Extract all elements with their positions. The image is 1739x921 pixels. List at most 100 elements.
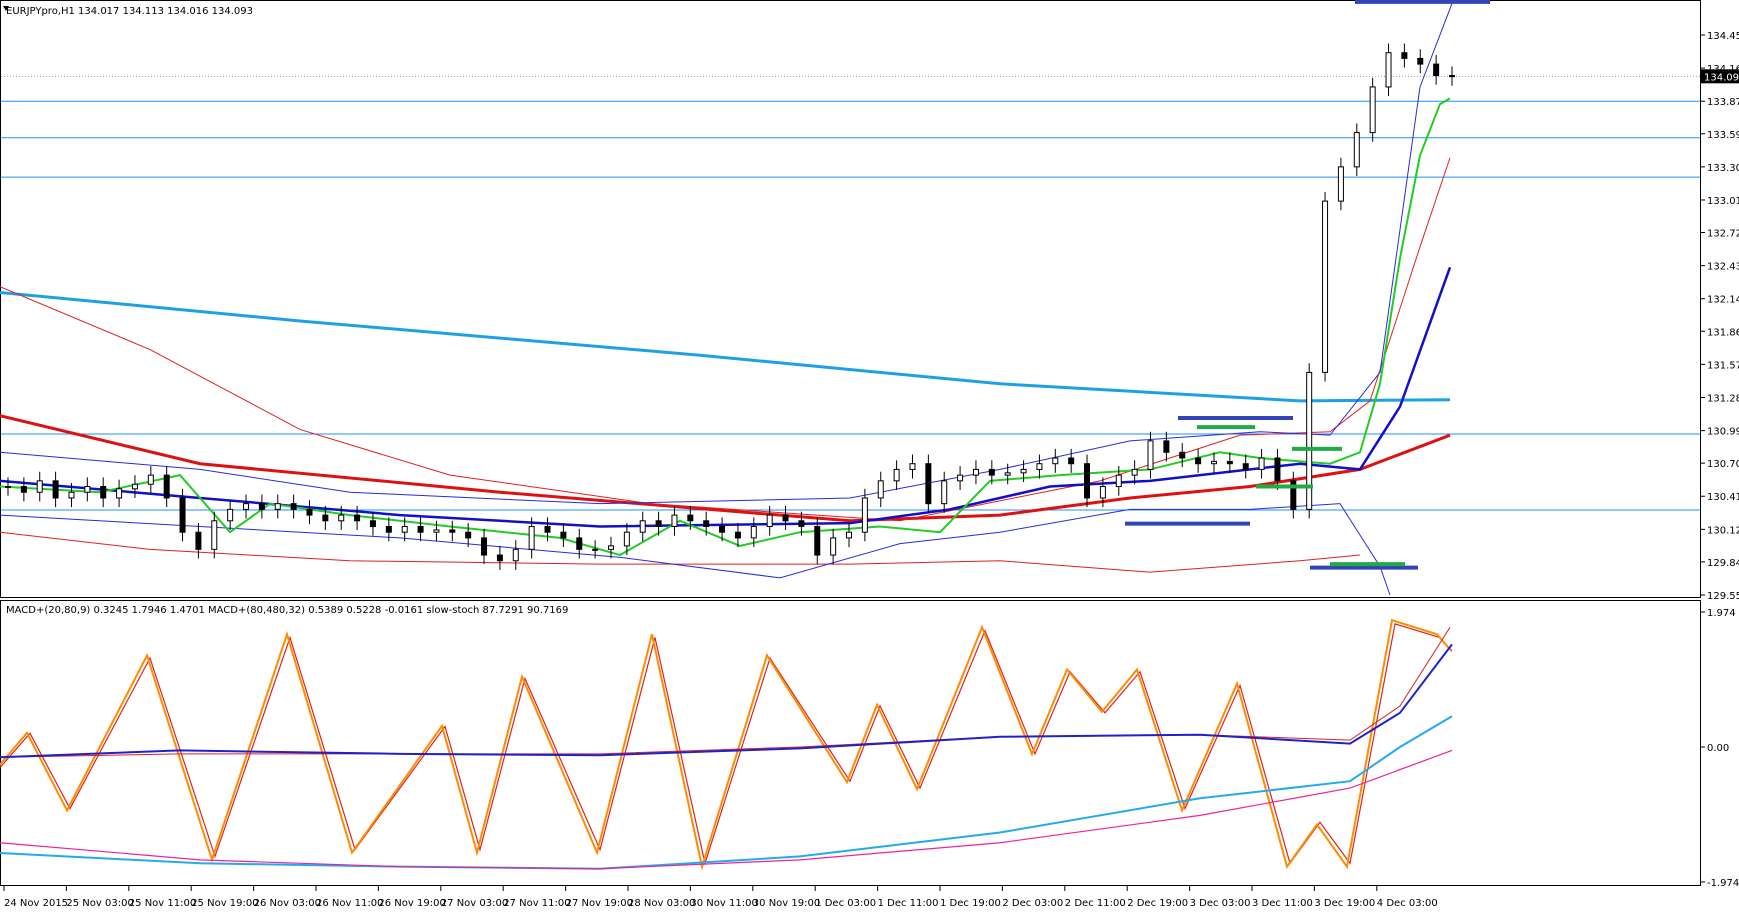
time-tick-label: 26 Nov 03:00 xyxy=(254,898,321,909)
candle-body xyxy=(1084,463,1091,499)
time-tick-label: 27 Nov 11:00 xyxy=(503,898,570,909)
candle-body xyxy=(877,480,884,499)
time-tick-label: 30 Nov 19:00 xyxy=(753,898,820,909)
time-tick-label: 3 Dec 11:00 xyxy=(1252,898,1313,909)
candle-body xyxy=(893,468,900,482)
candle-body xyxy=(338,514,345,522)
candle-body xyxy=(734,531,741,539)
time-tick-label: 27 Nov 19:00 xyxy=(566,898,633,909)
time-tick-label: 1 Dec 11:00 xyxy=(878,898,939,909)
candle-body xyxy=(227,508,234,522)
candle-body xyxy=(52,480,59,499)
price-tick-label: 130.415 xyxy=(1707,492,1739,503)
candle-body xyxy=(1115,474,1122,488)
candle-body xyxy=(861,497,868,533)
candle-body xyxy=(941,480,948,505)
price-tick-label: 133.010 xyxy=(1707,196,1739,207)
candle-body xyxy=(909,463,916,470)
price-tick-label: 129.840 xyxy=(1707,558,1739,569)
candle-body xyxy=(830,537,837,556)
envelope-lower xyxy=(0,531,1361,573)
candle-body xyxy=(560,531,567,539)
candle-body xyxy=(211,520,218,550)
candle-body xyxy=(512,548,519,562)
dropdown-icon[interactable] xyxy=(3,6,9,11)
candle-body xyxy=(1337,166,1344,202)
signal-markers xyxy=(1125,0,1490,570)
candle-body xyxy=(100,486,107,499)
time-tick-label: 3 Dec 19:00 xyxy=(1314,898,1375,909)
time-tick-label: 27 Nov 03:00 xyxy=(441,898,508,909)
candle-body xyxy=(592,548,599,551)
candle-body xyxy=(1004,472,1011,476)
candle-body xyxy=(1401,52,1408,59)
indicator-panel[interactable]: 1.974 0.00 -1.974 MACD+(20,80,9) 0.3245 1.… xyxy=(0,600,1739,890)
candle-body xyxy=(274,503,281,510)
time-tick-label: 28 Nov 03:00 xyxy=(628,898,695,909)
candle-body xyxy=(1036,463,1043,470)
candle-body xyxy=(1385,52,1392,88)
ma-slow-line xyxy=(0,414,1451,523)
price-tick-label: 132.145 xyxy=(1707,295,1739,306)
current-price-label: 134.093 xyxy=(1704,72,1739,83)
candle-body xyxy=(814,525,821,556)
candle-body xyxy=(1226,460,1233,465)
price-tick-label: 132.725 xyxy=(1707,229,1739,240)
candle-body xyxy=(84,486,91,493)
price-tick-label: 129.550 xyxy=(1707,591,1739,602)
indicator-tick-label: 1.974 xyxy=(1707,608,1736,619)
candle-body xyxy=(1068,457,1075,465)
candle-body xyxy=(1369,86,1376,134)
candle-body xyxy=(1020,468,1027,474)
candle-body xyxy=(385,525,392,533)
candle-body xyxy=(258,503,265,510)
stochastic-main-line xyxy=(0,618,1450,871)
candle-body xyxy=(1449,75,1455,78)
candle-body xyxy=(1052,457,1059,465)
candle-body xyxy=(36,480,43,493)
candle-body xyxy=(703,520,710,527)
macd-long-line xyxy=(0,715,1453,870)
indicator-lines xyxy=(0,618,1453,871)
candle-body xyxy=(306,508,313,516)
price-tick-label: 130.705 xyxy=(1707,459,1739,470)
candle-body xyxy=(290,503,297,510)
price-tick-label: 133.875 xyxy=(1707,97,1739,108)
candle-body xyxy=(925,463,932,505)
ma-fast-line xyxy=(0,97,1451,557)
candle-body xyxy=(5,486,11,489)
candle-body xyxy=(655,520,662,527)
candle-body xyxy=(719,525,726,533)
candle-body xyxy=(1274,457,1281,482)
candle-body xyxy=(957,474,964,482)
price-tick-label: 132.435 xyxy=(1707,262,1739,273)
price-tick-label: 130.990 xyxy=(1707,427,1739,438)
ma-mid-line xyxy=(0,266,1452,528)
horizontal-levels[interactable] xyxy=(1,75,1700,511)
candle-body xyxy=(1290,480,1297,510)
time-tick-label: 3 Dec 03:00 xyxy=(1190,898,1251,909)
candle-body xyxy=(1242,463,1249,470)
candle-body xyxy=(528,525,535,550)
candle-body xyxy=(607,545,614,550)
candle-body xyxy=(1433,63,1440,77)
bollinger-upper xyxy=(0,0,1454,505)
candle-body xyxy=(243,503,250,510)
candle-body xyxy=(988,468,995,476)
ma-long-line xyxy=(0,290,1451,403)
candle-body xyxy=(766,514,773,527)
price-tick-label: 130.125 xyxy=(1707,525,1739,536)
candle-body xyxy=(750,525,757,539)
time-tick-label: 25 Nov 03:00 xyxy=(66,898,133,909)
price-tick-label: 131.570 xyxy=(1707,360,1739,371)
candle-body xyxy=(798,520,805,527)
candle-body xyxy=(481,537,488,556)
candle-body xyxy=(544,525,551,533)
candle-body xyxy=(623,531,630,547)
time-tick-label: 30 Nov 11:00 xyxy=(690,898,757,909)
candle-body xyxy=(972,468,979,476)
price-panel[interactable]: 134.455134.165133.875133.590133.300133.0… xyxy=(0,0,1739,602)
candle-body xyxy=(433,529,440,533)
candle-body xyxy=(354,514,361,522)
